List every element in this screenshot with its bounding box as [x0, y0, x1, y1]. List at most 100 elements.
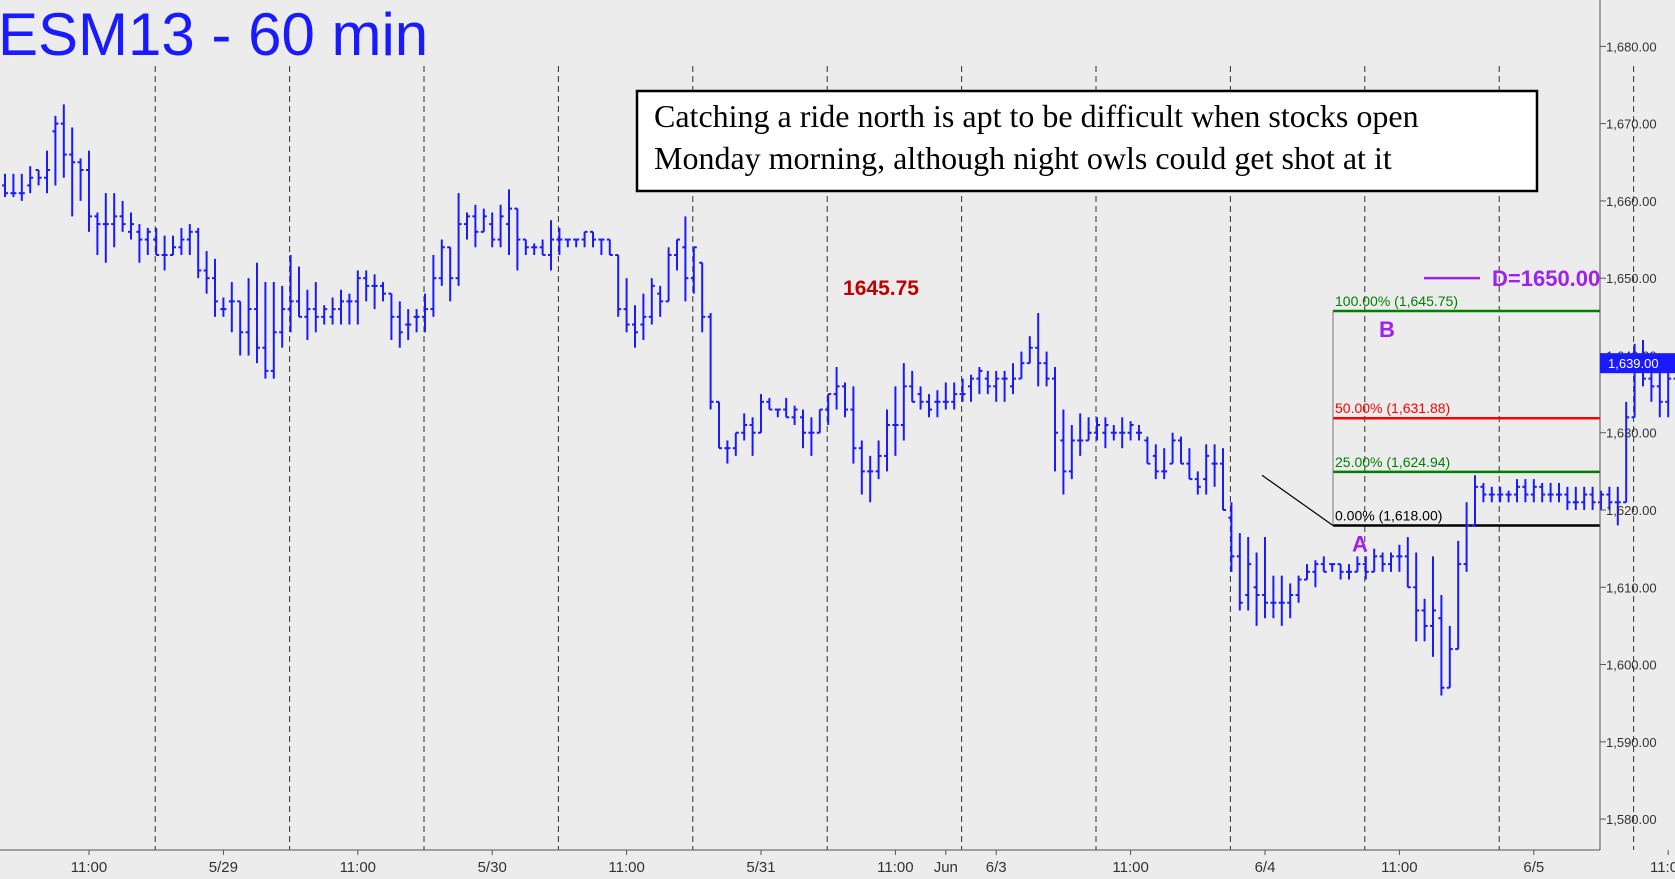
x-tick-label: Jun [934, 859, 958, 876]
last-price-badge [1600, 353, 1675, 374]
ohlc-bar [1480, 482, 1487, 503]
ohlc-bar [707, 312, 714, 410]
ohlc-bar [35, 169, 42, 186]
ohlc-bar [842, 382, 848, 418]
ohlc-bar [1354, 556, 1361, 573]
ohlc-bar [1606, 486, 1613, 510]
ohlc-bar [270, 282, 277, 379]
ohlc-bar [480, 208, 487, 233]
ohlc-bar [321, 305, 328, 325]
ohlc-bar [808, 417, 815, 456]
ohlc-bar [329, 297, 336, 325]
ohlc-bar [1203, 444, 1210, 495]
ohlc-bar [800, 409, 806, 449]
ohlc-bar [102, 193, 109, 263]
ohlc-bar [699, 261, 706, 333]
ohlc-bar [1136, 425, 1142, 441]
ohlc-bar [623, 278, 630, 333]
y-tick-label: 1,650.00 [1606, 271, 1657, 286]
ohlc-bar [1320, 556, 1327, 573]
ohlc-bar [1362, 556, 1369, 580]
ohlc-bar [774, 408, 781, 418]
x-tick-label: 6/3 [986, 859, 1007, 876]
ohlc-bar [1194, 471, 1201, 495]
ohlc-bar [1421, 598, 1428, 642]
session-separators [154, 66, 1635, 850]
ohlc-bar [1556, 482, 1562, 503]
x-tick-label: 11:00 [71, 859, 107, 876]
ohlc-bar [531, 243, 538, 255]
ohlc-bar [1178, 436, 1184, 465]
ohlc-bar [1589, 486, 1596, 510]
x-tick-label: 5/29 [209, 859, 238, 876]
ohlc-bar [749, 417, 756, 456]
ohlc-bar [1102, 417, 1109, 449]
ohlc-bar [1413, 552, 1420, 642]
ohlc-bar [1446, 625, 1453, 689]
ohlc-bar [606, 238, 613, 256]
ohlc-bar [732, 431, 739, 456]
ohlc-bar [909, 370, 916, 403]
ohlc-bar [1656, 370, 1663, 418]
ohlc-bar [1581, 486, 1588, 510]
ohlc-bar [892, 386, 899, 456]
ohlc-bar [716, 400, 722, 450]
point-a-label: A [1352, 531, 1368, 556]
ohlc-bar [1035, 312, 1042, 387]
fib-level-label: 50.00% (1,631.88) [1335, 400, 1450, 416]
ohlc-bar [422, 293, 428, 333]
x-tick-label: 11:00 [608, 859, 644, 876]
ohlc-bar [195, 227, 202, 279]
ohlc-bar [1077, 413, 1084, 456]
ohlc-bar [657, 285, 664, 317]
ohlc-bar [858, 440, 865, 495]
x-tick-label: 11:00 [1112, 859, 1148, 876]
ohlc-bar [1572, 486, 1579, 510]
ohlc-bar [1085, 417, 1092, 442]
ohlc-bar [2, 173, 8, 198]
ohlc-bar [1430, 556, 1436, 657]
ohlc-bar [1337, 563, 1344, 580]
ohlc-bar [228, 282, 235, 333]
ohlc-bar [10, 173, 17, 198]
ohlc-bar [665, 247, 672, 303]
ohlc-bar [884, 409, 890, 472]
ohlc-bar [170, 235, 176, 256]
ohlc-bar [1270, 575, 1277, 619]
ohlc-bar [1388, 552, 1394, 572]
ohlc-bar [371, 274, 378, 310]
ohlc-bar [548, 220, 554, 271]
y-tick-label: 1,580.00 [1606, 812, 1657, 827]
ohlc-bar [615, 254, 622, 317]
fib-level-label: 100.00% (1,645.75) [1335, 293, 1458, 309]
x-tick-label: 6/5 [1523, 859, 1544, 876]
x-tick-label: 6/4 [1255, 859, 1276, 876]
y-tick-label: 1,600.00 [1606, 658, 1657, 673]
ohlc-bar [262, 282, 269, 379]
ohlc-bar [1329, 563, 1336, 572]
y-tick-label: 1,680.00 [1606, 39, 1657, 54]
ohlc-bar [1396, 544, 1403, 572]
ohlc-bar [514, 207, 521, 271]
fib-level-label: 25.00% (1,624.94) [1335, 454, 1450, 470]
ohlc-bar [304, 289, 311, 340]
ohlc-bar [489, 212, 496, 248]
ohlc-bar [1304, 564, 1310, 581]
ohlc-bar [984, 370, 991, 395]
ohlc-bar [1404, 537, 1411, 589]
ohlc-bar [1127, 421, 1134, 441]
ohlc-bar [1472, 475, 1478, 527]
x-tick-label: 5/31 [746, 859, 775, 876]
ohlc-bar [968, 374, 974, 402]
y-tick-label: 1,610.00 [1606, 580, 1657, 595]
ohlc-bar [1245, 537, 1252, 611]
ohlc-bar [1110, 425, 1117, 441]
ohlc-bar [396, 301, 403, 348]
x-tick-label: 11:00 [877, 859, 913, 876]
ohlc-bar [178, 227, 185, 255]
ohlc-bar [1530, 479, 1537, 503]
ohlc-bar [18, 173, 25, 201]
ohlc-bar [598, 238, 605, 255]
x-tick-label: 11:00 [1650, 859, 1675, 876]
ohlc-bar [1379, 552, 1386, 572]
